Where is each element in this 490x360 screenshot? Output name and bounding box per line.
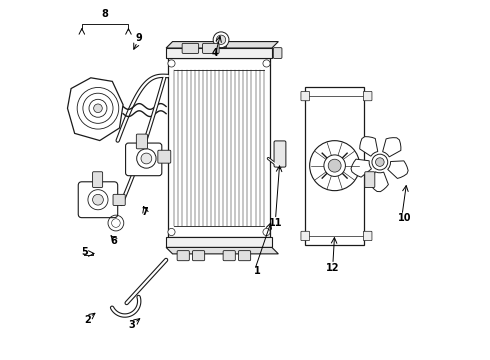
- FancyBboxPatch shape: [301, 231, 310, 240]
- FancyBboxPatch shape: [177, 251, 189, 261]
- Bar: [216, 40, 226, 47]
- Circle shape: [141, 153, 152, 164]
- FancyBboxPatch shape: [301, 91, 310, 101]
- Polygon shape: [68, 78, 123, 140]
- Circle shape: [93, 194, 103, 205]
- Text: 7: 7: [141, 207, 148, 217]
- Text: 10: 10: [398, 213, 411, 222]
- Polygon shape: [166, 41, 278, 48]
- FancyBboxPatch shape: [182, 43, 198, 53]
- FancyBboxPatch shape: [158, 150, 171, 163]
- FancyBboxPatch shape: [93, 172, 102, 188]
- Circle shape: [213, 32, 229, 48]
- Text: 1: 1: [254, 266, 261, 276]
- Text: 11: 11: [269, 218, 282, 228]
- FancyBboxPatch shape: [273, 48, 282, 58]
- Text: 9: 9: [136, 33, 143, 43]
- Circle shape: [88, 190, 108, 210]
- Bar: [305, 87, 364, 244]
- Text: 4: 4: [211, 48, 218, 58]
- Circle shape: [324, 155, 345, 176]
- FancyBboxPatch shape: [239, 251, 251, 261]
- Circle shape: [375, 158, 384, 166]
- Polygon shape: [383, 138, 401, 157]
- Circle shape: [310, 141, 360, 191]
- FancyBboxPatch shape: [125, 143, 162, 176]
- Circle shape: [168, 60, 175, 67]
- FancyBboxPatch shape: [136, 134, 147, 149]
- FancyBboxPatch shape: [364, 231, 372, 240]
- Circle shape: [372, 154, 388, 170]
- FancyBboxPatch shape: [365, 172, 375, 188]
- Circle shape: [168, 228, 175, 235]
- FancyBboxPatch shape: [78, 182, 118, 218]
- FancyBboxPatch shape: [202, 43, 219, 53]
- Bar: [168, 58, 270, 237]
- FancyBboxPatch shape: [364, 91, 372, 101]
- Circle shape: [328, 159, 341, 172]
- Text: 2: 2: [85, 315, 91, 325]
- Circle shape: [94, 104, 102, 113]
- Circle shape: [217, 35, 226, 44]
- Text: 12: 12: [326, 263, 340, 273]
- Polygon shape: [369, 172, 389, 192]
- Polygon shape: [351, 159, 371, 177]
- Text: 8: 8: [102, 9, 109, 19]
- Text: 3: 3: [129, 320, 135, 330]
- Circle shape: [263, 60, 270, 67]
- Text: 6: 6: [111, 236, 118, 246]
- Polygon shape: [388, 161, 408, 179]
- Circle shape: [137, 149, 156, 168]
- Text: 5: 5: [81, 247, 88, 257]
- Polygon shape: [166, 247, 278, 254]
- FancyBboxPatch shape: [113, 194, 125, 206]
- FancyBboxPatch shape: [274, 141, 286, 167]
- Circle shape: [263, 228, 270, 235]
- Bar: [166, 48, 272, 58]
- FancyBboxPatch shape: [193, 251, 205, 261]
- Bar: [166, 237, 272, 247]
- FancyBboxPatch shape: [223, 251, 235, 261]
- Polygon shape: [360, 137, 378, 156]
